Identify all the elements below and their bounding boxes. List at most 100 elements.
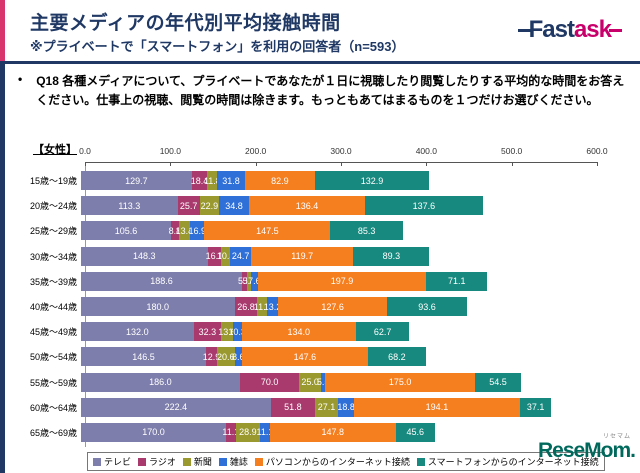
bar-segment: 147.5 [204,221,331,241]
legend-item: パソコンからのインターネット接続 [254,455,410,468]
bar-segment: 180.0 [81,297,235,317]
bar-value-label: 5.5 [238,276,251,287]
resemom-logo-ruby: リセマム [602,434,631,440]
bar-segment: 170.0 [81,422,227,442]
bar-segment: 132.0 [81,322,194,342]
bar-segment: 132.9 [315,171,429,191]
chart-row: 65歳～69歳 170.0 11.1 28.9 11.1 147.8 45.6 [0,420,640,445]
bar-segment: 11.1 [254,297,271,317]
x-tick-mark [85,162,86,166]
stacked-bar: 129.7 18.4 11.8 31.8 82.9 132.9 [81,171,429,191]
bar-value-label: 180.0 [146,301,170,312]
age-group-label: 25歳～29歳 [29,226,77,237]
bar-value-label: 10.3 [216,251,235,262]
bar-value-label: 70.0 [260,377,279,388]
bar-segment: 32.3 [193,322,222,342]
bar-segment: 147.6 [241,347,368,367]
chart-row: 35歳～39歳 188.6 5.5 5.3 7.6 197.9 71.1 [0,269,640,294]
legend-label: パソコンからのインターネット接続 [265,457,410,467]
stacked-bar: 186.0 70.0 25.0 5.5 175.0 54.5 [81,372,522,392]
bar-segment: 105.6 [81,221,172,241]
bar-segment: 8.6 [232,347,245,367]
bar-value-label: 5.5 [316,377,330,388]
bar-value-label: 11.1 [253,301,271,312]
bar-segment: 222.4 [81,397,271,417]
bar-value-label: 170.0 [142,427,165,438]
bar-segment: 194.1 [354,397,520,417]
legend-item: 雑誌 [218,455,248,468]
bar-segment: 20.6 [217,347,235,367]
bar-segment: 37.1 [519,397,552,417]
bar-segment: 137.6 [365,196,483,216]
bar-value-label: 7.6 [248,276,261,287]
bar-segment: 113.3 [81,196,178,216]
bar-value-label: 197.9 [330,276,354,287]
bar-value-label: 32.3 [198,326,217,337]
x-tick-label: 600.0 [586,146,608,156]
bar-value-label: 222.4 [164,402,188,413]
bar-value-label: 113.3 [118,200,141,211]
legend-item: 新聞 [182,455,212,468]
bar-value-label: 119.7 [291,251,314,262]
legend-label: ラジオ [149,457,176,467]
bar-segment: 13.6 [218,322,236,342]
age-group-label: 45歳～49歳 [29,327,77,338]
bar-value-label: 62.7 [373,326,392,337]
age-group-label: 35歳～39歳 [29,276,77,287]
bar-value-label: 82.9 [271,175,289,186]
bar-segment: 5.5 [317,372,329,392]
age-group-label: 65歳～69歳 [29,427,77,438]
bar-value-label: 147.8 [321,427,344,438]
bar-segment: 70.0 [239,372,300,392]
bar-value-label: 16.1 [205,251,224,262]
legend-item: スマートフォンからのインターネット接続 [416,455,599,468]
bar-value-label: 25.0 [301,377,319,388]
bar-value-label: 71.1 [448,276,466,287]
stacked-bar: 188.6 5.5 5.3 7.6 197.9 71.1 [81,271,488,291]
bar-value-label: 188.6 [150,276,173,287]
chart-row: 25歳～29歳 105.6 8.8 13.4 16.9 147.5 85.3 [0,218,640,243]
x-tick-label: 0.0 [79,146,91,156]
legend-item: ラジオ [138,455,176,468]
bar-segment: 11.1 [222,422,239,442]
bar-value-label: 137.6 [412,200,436,211]
legend-label: 雑誌 [229,457,248,467]
bar-segment: 148.3 [81,246,208,266]
bar-segment: 119.7 [251,246,354,266]
bar-segment: 28.9 [235,422,261,442]
bar-segment: 13.2 [264,297,281,317]
fastask-logo: Fast ask [517,16,622,44]
legend-swatch [218,457,227,466]
stacked-bar: 222.4 51.8 27.1 18.8 194.1 37.1 [81,397,552,417]
bar-segment: 10.3 [228,322,246,342]
bar-value-label: 24.7 [231,251,250,262]
bar-segment: 11.8 [204,171,221,191]
bar-value-label: 8.8 [168,225,182,236]
bar-segment: 25.0 [299,372,321,392]
bar-segment: 45.6 [395,422,435,442]
x-tick-mark [341,162,342,166]
stacked-bar: 148.3 16.1 10.3 24.7 119.7 89.3 [81,246,430,266]
left-accent-stripe-pink [0,0,5,61]
stacked-bar: 132.0 32.3 13.6 10.3 134.0 62.7 [81,322,410,342]
bar-segment: 27.1 [314,397,339,417]
bar-segment: 8.8 [168,221,182,241]
bar-value-label: 25.7 [179,200,198,211]
legend-swatch [416,457,425,466]
bar-segment: 71.1 [426,271,488,291]
bar-value-label: 5.3 [242,276,256,287]
bar-value-label: 27.1 [317,402,336,413]
chart-row: 15歳～19歳 129.7 18.4 11.8 31.8 82.9 132.9 [0,168,640,193]
bar-value-label: 194.1 [425,402,449,413]
resemom-logo: リセマム ReseMom. [538,431,636,462]
fastask-logo-ask: ask [573,16,612,43]
bar-value-label: 147.6 [293,351,317,362]
legend-swatch [93,457,101,466]
age-group-label: 50歳～54歳 [29,352,77,363]
bar-segment: 5.5 [238,271,251,291]
bar-value-label: 20.6 [217,351,235,362]
stacked-bar: 105.6 8.8 13.4 16.9 147.5 85.3 [81,221,404,241]
bar-value-label: 175.0 [388,377,412,388]
bar-value-label: 13.2 [263,301,282,312]
bar-value-label: 54.5 [489,377,507,388]
